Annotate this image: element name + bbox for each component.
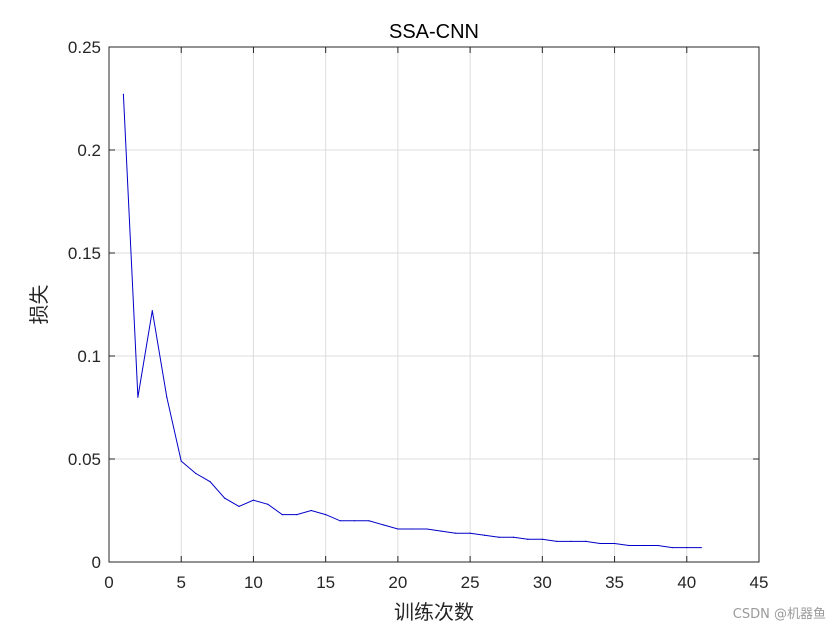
data-point bbox=[296, 514, 298, 516]
grid-lines bbox=[109, 47, 759, 562]
x-tick-label: 45 bbox=[750, 573, 769, 592]
plot-area-frame bbox=[108, 46, 760, 563]
data-point bbox=[541, 538, 543, 540]
data-point bbox=[700, 546, 702, 549]
data-point bbox=[440, 530, 442, 532]
x-tick-label: 10 bbox=[244, 573, 263, 592]
x-tick-label: 40 bbox=[677, 573, 696, 592]
data-point bbox=[267, 503, 269, 505]
data-point bbox=[368, 520, 370, 522]
data-point bbox=[599, 542, 601, 545]
y-tick-label: 0.2 bbox=[77, 141, 101, 160]
y-tick-label: 0.15 bbox=[68, 244, 101, 263]
data-point bbox=[642, 544, 645, 547]
x-tick-label: 35 bbox=[605, 573, 624, 592]
data-point bbox=[137, 396, 139, 398]
data-point bbox=[223, 497, 226, 499]
data-point bbox=[382, 524, 385, 526]
data-point bbox=[455, 532, 457, 534]
chart-title: SSA-CNN bbox=[389, 21, 479, 43]
data-point bbox=[498, 536, 500, 538]
x-tick-label: 5 bbox=[176, 573, 185, 592]
data-point bbox=[426, 528, 428, 530]
data-point bbox=[238, 505, 240, 507]
data-point bbox=[527, 538, 529, 540]
y-axis-title: 损失 bbox=[27, 285, 51, 325]
data-point bbox=[310, 509, 312, 512]
data-point bbox=[686, 546, 688, 549]
data-point bbox=[339, 520, 341, 522]
x-tick-label: 15 bbox=[316, 573, 335, 592]
data-point bbox=[585, 540, 587, 543]
x-tick-label: 30 bbox=[533, 573, 552, 592]
x-axis-title: 训练次数 bbox=[394, 600, 474, 624]
x-tick-label: 25 bbox=[461, 573, 480, 592]
y-tick-label: 0.05 bbox=[68, 450, 101, 469]
x-tick-label: 0 bbox=[104, 573, 113, 592]
data-point bbox=[469, 532, 471, 534]
y-tick-label: 0.25 bbox=[68, 38, 101, 57]
data-point bbox=[151, 310, 153, 312]
data-point bbox=[281, 514, 283, 516]
data-point bbox=[195, 472, 197, 475]
data-point bbox=[411, 528, 413, 530]
data-point bbox=[483, 534, 486, 536]
data-point bbox=[657, 544, 659, 547]
data-point bbox=[671, 546, 673, 549]
x-tick-label: 20 bbox=[388, 573, 407, 592]
data-point bbox=[209, 481, 211, 483]
data-point bbox=[353, 520, 356, 522]
y-tick-label: 0 bbox=[92, 553, 101, 572]
data-point bbox=[512, 536, 515, 538]
data-point bbox=[325, 514, 327, 516]
axis-ticks: 0 5 10 15 20 25 30 35 40 45 0 0.05 0.1 0.15 0.2 0.25 bbox=[68, 38, 769, 592]
watermark: CSDN @机器鱼 bbox=[732, 607, 826, 622]
data-point bbox=[166, 396, 168, 398]
data-point bbox=[252, 499, 255, 501]
data-point bbox=[122, 93, 125, 95]
data-point bbox=[180, 460, 182, 462]
data-point bbox=[613, 542, 616, 545]
data-point bbox=[556, 540, 558, 543]
data-point bbox=[628, 544, 630, 547]
data-point bbox=[397, 528, 399, 530]
y-tick-label: 0.1 bbox=[77, 347, 101, 366]
series-layer bbox=[122, 93, 702, 549]
data-point bbox=[570, 540, 572, 543]
